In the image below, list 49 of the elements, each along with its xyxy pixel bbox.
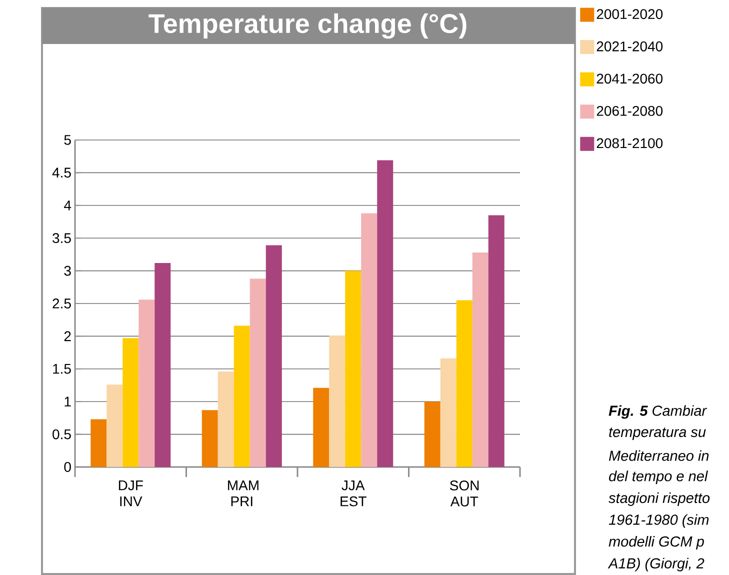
bar	[440, 358, 456, 467]
bar	[488, 215, 504, 467]
bar	[122, 338, 139, 467]
bar	[154, 262, 171, 467]
text: 1961-1980 (sim	[608, 514, 709, 528]
y-tick-label: 1.5	[53, 364, 71, 374]
text: Mediterraneo in	[608, 450, 709, 461]
chart-title: Temperature change (°C)	[148, 13, 466, 39]
bar	[313, 388, 330, 467]
text: Fig. 5 Cambiar	[608, 405, 708, 419]
y-tick-label: 4	[64, 200, 72, 210]
bar	[138, 300, 155, 467]
bar	[234, 326, 250, 467]
bar	[377, 160, 394, 467]
y-tick-label: 2.5	[52, 298, 71, 308]
bar	[424, 402, 440, 467]
bar	[456, 300, 472, 467]
x-tick-label: SON AUT	[450, 480, 479, 506]
y-tick-label: 3.5	[52, 233, 71, 244]
legend-label: 2061-2080	[596, 106, 663, 116]
y-tick-label: 0.5	[52, 429, 71, 440]
y-tick-label: 1	[64, 396, 71, 406]
text: stagioni rispetto	[608, 492, 710, 506]
x-tick-label: DJF INV	[118, 480, 143, 506]
y-tick-label: 3	[64, 266, 71, 276]
bar	[218, 372, 234, 467]
x-tick-label: JJA EST	[340, 480, 366, 506]
y-tick-label: 0	[64, 462, 71, 472]
legend-label: 2001-2020	[596, 9, 663, 20]
bar	[472, 252, 488, 467]
bar	[266, 245, 282, 467]
bar	[361, 213, 378, 467]
bar	[329, 336, 346, 467]
legend-label: 2041-2060	[596, 74, 663, 84]
text: temperatura su	[609, 428, 706, 440]
bar	[345, 270, 362, 467]
bar	[106, 384, 123, 467]
legend-label: 2021-2040	[596, 41, 663, 52]
y-tick-label: 4.5	[52, 168, 71, 178]
legend-label: 2081-2100	[596, 138, 663, 148]
y-tick-label: 5	[64, 135, 71, 145]
bar	[202, 410, 218, 467]
text: A1B) (Giorgi, 2	[608, 558, 704, 572]
bar	[90, 419, 107, 467]
x-tick-label: MAM PRI	[228, 480, 258, 506]
y-tick-label: 2	[64, 331, 71, 342]
bar	[250, 278, 266, 467]
text: modelli GCM p	[608, 536, 704, 550]
text: del tempo e nel	[609, 470, 708, 484]
